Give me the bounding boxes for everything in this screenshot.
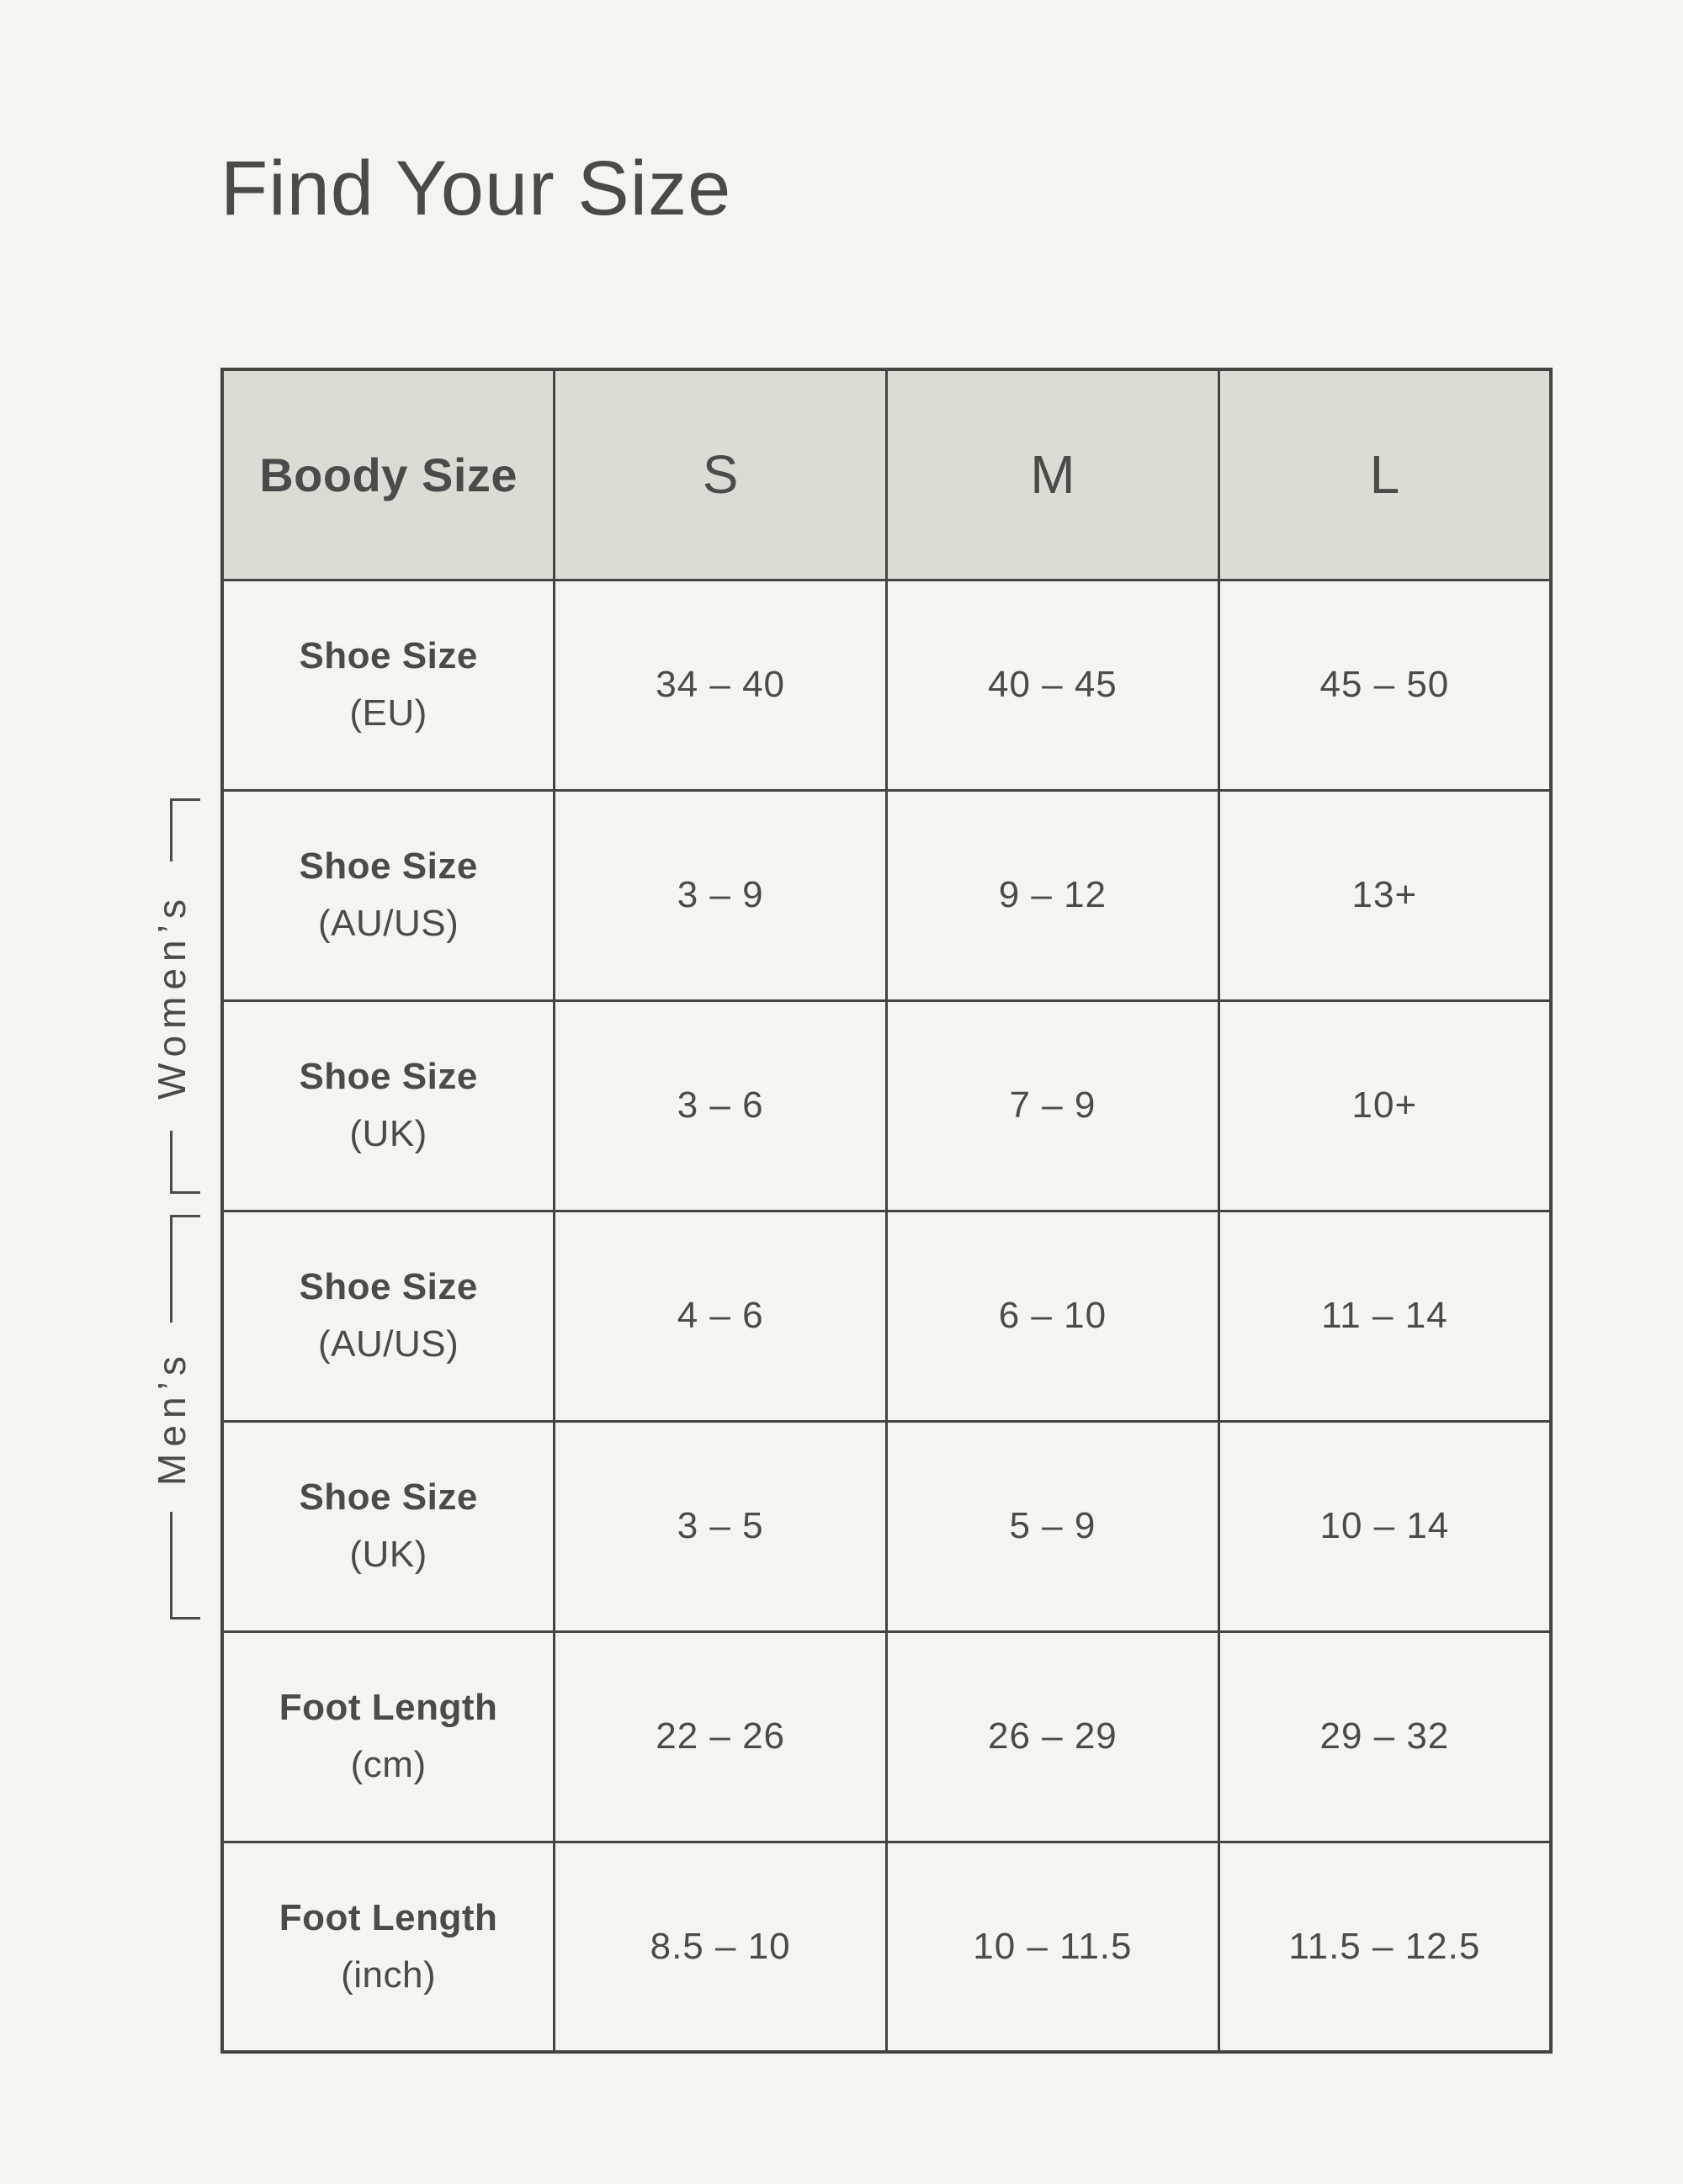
cell-value: 40 – 45 bbox=[885, 578, 1220, 792]
mens-group-label-area: Men’s bbox=[150, 1323, 200, 1512]
table-header-size-l: L bbox=[1217, 368, 1553, 581]
bracket-tick-top bbox=[170, 798, 200, 801]
bracket-line bbox=[170, 1217, 173, 1323]
bracket-tick-bottom bbox=[170, 1191, 200, 1194]
cell-value: 11 – 14 bbox=[1217, 1209, 1553, 1423]
mens-group-label: Men’s bbox=[150, 1349, 194, 1486]
bracket-tick-bottom bbox=[170, 1617, 200, 1619]
cell-value: 22 – 26 bbox=[553, 1630, 888, 1843]
cell-value: 9 – 12 bbox=[885, 788, 1220, 1002]
row-unit: (UK) bbox=[349, 1113, 427, 1154]
womens-group-bracket: Women’s bbox=[150, 798, 200, 1194]
row-header: Shoe Size (UK) bbox=[220, 999, 556, 1212]
bracket-tick-top bbox=[170, 1215, 200, 1217]
womens-group-label: Women’s bbox=[150, 892, 194, 1100]
table-row-mens-shoe-size-uk: Shoe Size (UK) 3 – 5 5 – 9 10 – 14 bbox=[220, 1419, 1553, 1633]
row-unit: (UK) bbox=[349, 1534, 427, 1575]
cell-value: 10+ bbox=[1217, 999, 1553, 1212]
row-header: Shoe Size (UK) bbox=[220, 1419, 556, 1633]
row-label: Shoe Size bbox=[299, 1265, 478, 1307]
row-header: Foot Length (inch) bbox=[220, 1840, 556, 2054]
bracket-line bbox=[170, 801, 173, 861]
row-unit: (EU) bbox=[349, 692, 427, 734]
table-header-boody-size: Boody Size bbox=[220, 368, 556, 581]
cell-value: 4 – 6 bbox=[553, 1209, 888, 1423]
row-header: Shoe Size (AU/US) bbox=[220, 788, 556, 1002]
row-label: Foot Length bbox=[279, 1896, 498, 1938]
row-label: Shoe Size bbox=[299, 1476, 478, 1518]
row-header: Shoe Size (EU) bbox=[220, 578, 556, 792]
row-header: Foot Length (cm) bbox=[220, 1630, 556, 1843]
bracket-line bbox=[170, 1131, 173, 1191]
page-title: Find Your Size bbox=[220, 146, 732, 231]
table-row-mens-shoe-size-au-us: Shoe Size (AU/US) 4 – 6 6 – 10 11 – 14 bbox=[220, 1209, 1553, 1423]
cell-value: 5 – 9 bbox=[885, 1419, 1220, 1633]
cell-value: 26 – 29 bbox=[885, 1630, 1220, 1843]
cell-value: 45 – 50 bbox=[1217, 578, 1553, 792]
row-unit: (cm) bbox=[350, 1744, 427, 1785]
row-unit: (AU/US) bbox=[317, 1323, 459, 1365]
cell-value: 10 – 11.5 bbox=[885, 1840, 1220, 2054]
row-label: Shoe Size bbox=[299, 634, 478, 676]
cell-value: 3 – 5 bbox=[553, 1419, 888, 1633]
row-unit: (inch) bbox=[341, 1953, 437, 1996]
cell-value: 11.5 – 12.5 bbox=[1217, 1840, 1553, 2054]
row-label: Shoe Size bbox=[299, 1055, 478, 1097]
cell-value: 3 – 9 bbox=[553, 788, 888, 1002]
bracket-line bbox=[170, 1512, 173, 1617]
table-header-size-m: M bbox=[885, 368, 1220, 581]
table-header-size-s: S bbox=[553, 368, 888, 581]
cell-value: 3 – 6 bbox=[553, 999, 888, 1212]
row-unit: (AU/US) bbox=[317, 903, 459, 944]
cell-value: 8.5 – 10 bbox=[553, 1840, 888, 2054]
mens-group-bracket: Men’s bbox=[150, 1215, 200, 1619]
table-row-foot-length-cm: Foot Length (cm) 22 – 26 26 – 29 29 – 32 bbox=[220, 1630, 1553, 1843]
cell-value: 34 – 40 bbox=[553, 578, 888, 792]
womens-group-label-area: Women’s bbox=[150, 861, 200, 1131]
table-row-womens-shoe-size-uk: Shoe Size (UK) 3 – 6 7 – 9 10+ bbox=[220, 999, 1553, 1212]
row-label: Shoe Size bbox=[299, 845, 478, 887]
cell-value: 7 – 9 bbox=[885, 999, 1220, 1212]
table-header-row: Boody Size S M L bbox=[220, 368, 1553, 581]
table-row-womens-shoe-size-au-us: Shoe Size (AU/US) 3 – 9 9 – 12 13+ bbox=[220, 788, 1553, 1002]
cell-value: 13+ bbox=[1217, 788, 1553, 1002]
row-label: Foot Length bbox=[279, 1686, 498, 1728]
row-header: Shoe Size (AU/US) bbox=[220, 1209, 556, 1423]
cell-value: 29 – 32 bbox=[1217, 1630, 1553, 1843]
table-row-shoe-size-eu: Shoe Size (EU) 34 – 40 40 – 45 45 – 50 bbox=[220, 578, 1553, 792]
table-row-foot-length-inch: Foot Length (inch) 8.5 – 10 10 – 11.5 11… bbox=[220, 1840, 1553, 2054]
cell-value: 10 – 14 bbox=[1217, 1419, 1553, 1633]
cell-value: 6 – 10 bbox=[885, 1209, 1220, 1423]
size-chart-table: Boody Size S M L Shoe Size (EU) 34 – 40 … bbox=[220, 368, 1553, 2054]
